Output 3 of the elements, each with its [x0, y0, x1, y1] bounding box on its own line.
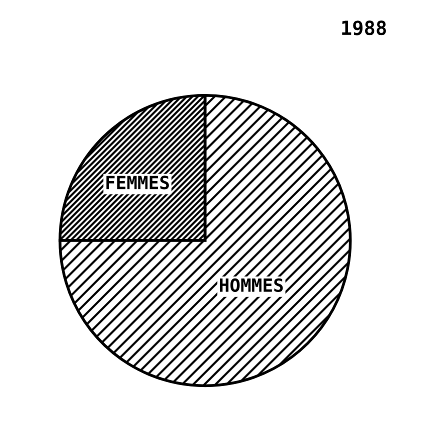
slice-label: FEMMES — [106, 176, 169, 190]
slice-label: HOMMES — [220, 278, 283, 292]
chart-title: 1988 — [342, 20, 386, 36]
